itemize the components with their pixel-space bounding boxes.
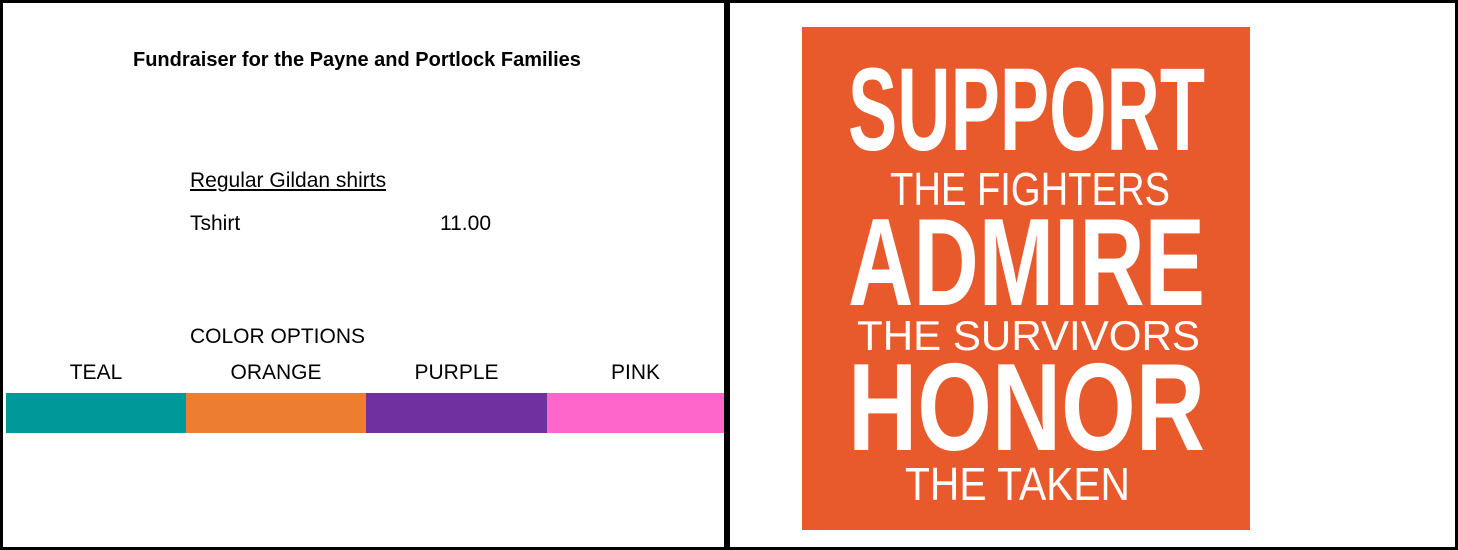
title: Fundraiser for the Payne and Portlock Fa… <box>133 49 581 71</box>
color-swatch <box>6 393 186 433</box>
color-label: TEAL <box>69 361 123 384</box>
color-label: PINK <box>610 361 660 384</box>
poster: SUPPORT THE FIGHTERS ADMIRE THE SURVIVOR… <box>802 27 1250 530</box>
poster-line: SUPPORT <box>848 44 1205 176</box>
color-label: ORANGE <box>230 361 322 384</box>
poster-line: THE TAKEN <box>905 458 1130 510</box>
poster-line: ADMIRE <box>848 194 1205 332</box>
divider <box>724 0 730 550</box>
item-name: Tshirt <box>190 212 241 235</box>
pricing-heading: Regular Gildan shirts <box>190 169 387 192</box>
color-swatch <box>186 393 366 433</box>
poster-line: THE SURVIVORS <box>857 312 1200 359</box>
color-label: PURPLE <box>414 361 499 384</box>
colors-heading: COLOR OPTIONS <box>190 325 366 348</box>
poster-background <box>802 27 1250 530</box>
item-price: 11.00 <box>440 212 491 235</box>
poster-line: THE FIGHTERS <box>890 163 1170 215</box>
poster-line: HONOR <box>848 339 1205 477</box>
color-swatch <box>547 393 724 433</box>
color-swatch <box>366 393 547 433</box>
